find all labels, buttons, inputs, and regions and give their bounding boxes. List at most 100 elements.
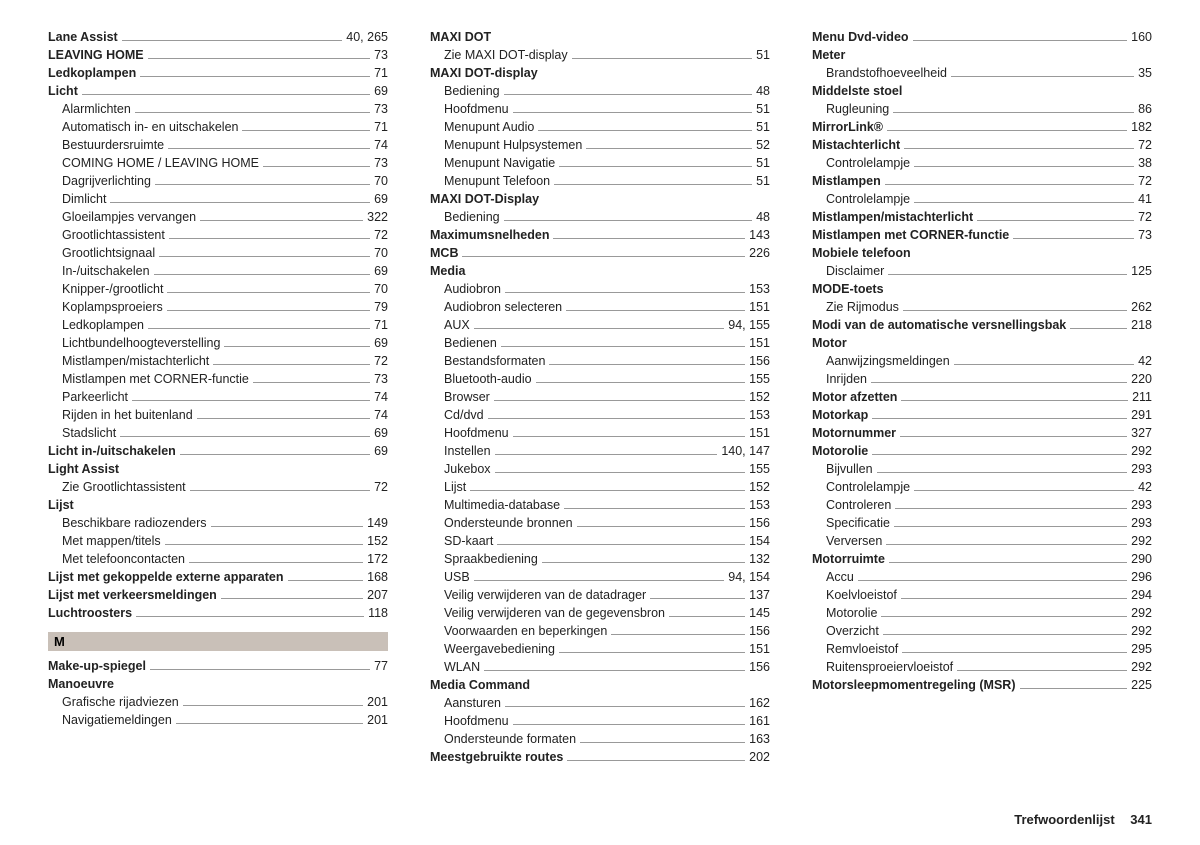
index-subentry: Ledkoplampen71: [48, 316, 388, 334]
index-page: 69: [374, 190, 388, 208]
leader-line: [913, 40, 1128, 41]
index-label: Hoofdmenu: [444, 100, 509, 118]
index-label: Motornummer: [812, 424, 896, 442]
index-page: 292: [1131, 532, 1152, 550]
index-label: Meestgebruikte routes: [430, 748, 563, 766]
index-label: Hoofdmenu: [444, 424, 509, 442]
index-subentry: Voorwaarden en beperkingen156: [430, 622, 770, 640]
leader-line: [889, 562, 1127, 563]
leader-line: [167, 310, 370, 311]
index-label: Licht in-/uitschakelen: [48, 442, 176, 460]
leader-line: [1020, 688, 1128, 689]
index-label: Mistlampen: [812, 172, 881, 190]
index-label: Motorkap: [812, 406, 868, 424]
index-page: 291: [1131, 406, 1152, 424]
index-heading: Media Command: [430, 676, 770, 694]
index-label: Cd/dvd: [444, 406, 484, 424]
index-subentry: Controlelampje42: [812, 478, 1152, 496]
index-heading: Motor: [812, 334, 1152, 352]
index-entry: Motorruimte290: [812, 550, 1152, 568]
index-heading: Meter: [812, 46, 1152, 64]
index-subentry: Remvloeistof295: [812, 640, 1152, 658]
index-label: MODE-toets: [812, 280, 884, 298]
index-page: 156: [749, 514, 770, 532]
index-label: Modi van de automatische versnellingsbak: [812, 316, 1066, 334]
index-page: 293: [1131, 460, 1152, 478]
index-page: 74: [374, 406, 388, 424]
index-label: Multimedia-database: [444, 496, 560, 514]
index-page: 293: [1131, 496, 1152, 514]
index-label: Middelste stoel: [812, 82, 902, 100]
index-page: 293: [1131, 514, 1152, 532]
index-label: Bestuurdersruimte: [62, 136, 164, 154]
leader-line: [169, 238, 370, 239]
leader-line: [211, 526, 364, 527]
leader-line: [553, 238, 745, 239]
index-subentry: Jukebox155: [430, 460, 770, 478]
index-subentry: Mistlampen/mistachterlicht72: [48, 352, 388, 370]
index-page: 290: [1131, 550, 1152, 568]
leader-line: [504, 220, 752, 221]
index-page: 125: [1131, 262, 1152, 280]
index-page: 153: [749, 406, 770, 424]
index-subentry: Beschikbare radiozenders149: [48, 514, 388, 532]
index-entry: Licht69: [48, 82, 388, 100]
leader-line: [914, 490, 1134, 491]
leader-line: [887, 130, 1127, 131]
index-entry: Ledkoplampen71: [48, 64, 388, 82]
leader-line: [957, 670, 1127, 671]
leader-line: [288, 580, 364, 581]
index-label: Gloeilampjes vervangen: [62, 208, 196, 226]
leader-line: [895, 508, 1127, 509]
leader-line: [505, 292, 745, 293]
index-page: 152: [749, 388, 770, 406]
index-label: Alarmlichten: [62, 100, 131, 118]
index-subentry: Bedienen151: [430, 334, 770, 352]
index-page: 218: [1131, 316, 1152, 334]
index-label: Navigatiemeldingen: [62, 711, 172, 729]
index-page: 48: [756, 208, 770, 226]
index-label: Audiobron selecteren: [444, 298, 562, 316]
leader-line: [858, 580, 1127, 581]
index-label: Ledkoplampen: [48, 64, 136, 82]
index-subentry: Koelvloeistof294: [812, 586, 1152, 604]
index-label: Beschikbare radiozenders: [62, 514, 207, 532]
index-label: Met telefooncontacten: [62, 550, 185, 568]
index-page: 163: [749, 730, 770, 748]
index-subentry: Menupunt Navigatie51: [430, 154, 770, 172]
index-page: 262: [1131, 298, 1152, 316]
index-heading: MODE-toets: [812, 280, 1152, 298]
leader-line: [513, 112, 752, 113]
leader-line: [200, 220, 363, 221]
index-subentry: Bediening48: [430, 208, 770, 226]
index-label: Lichtbundelhoogteverstelling: [62, 334, 220, 352]
index-subentry: Navigatiemeldingen201: [48, 711, 388, 729]
leader-line: [893, 112, 1134, 113]
leader-line: [242, 130, 370, 131]
index-label: Inrijden: [826, 370, 867, 388]
index-page: 72: [374, 226, 388, 244]
index-page: 160: [1131, 28, 1152, 46]
index-page: 51: [756, 118, 770, 136]
index-label: Mistlampen/mistachterlicht: [812, 208, 973, 226]
index-subentry: Inrijden220: [812, 370, 1152, 388]
column-3: Menu Dvd-video160MeterBrandstofhoeveelhe…: [812, 28, 1152, 766]
leader-line: [888, 274, 1127, 275]
index-page: 137: [749, 586, 770, 604]
index-page: 154: [749, 532, 770, 550]
index-entry: Maximumsnelheden143: [430, 226, 770, 244]
leader-line: [140, 76, 370, 77]
index-entry: Motorolie292: [812, 442, 1152, 460]
index-label: Weergavebediening: [444, 640, 555, 658]
index-page: 72: [1138, 208, 1152, 226]
index-page: 86: [1138, 100, 1152, 118]
leader-line: [165, 544, 363, 545]
leader-line: [900, 436, 1127, 437]
index-entry: Meestgebruikte routes202: [430, 748, 770, 766]
index-label: Instellen: [444, 442, 491, 460]
index-page: 151: [749, 334, 770, 352]
index-label: Grafische rijadviezen: [62, 693, 179, 711]
index-subentry: Specificatie293: [812, 514, 1152, 532]
index-page: 327: [1131, 424, 1152, 442]
index-subentry: Veilig verwijderen van de gegevensbron14…: [430, 604, 770, 622]
